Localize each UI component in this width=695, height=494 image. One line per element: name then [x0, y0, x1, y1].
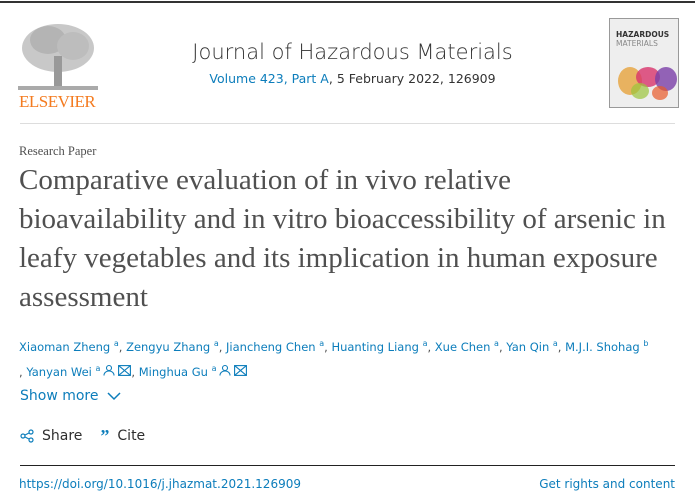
article-actions: Share ” Cite [20, 426, 146, 446]
affiliation-marker: a [319, 339, 325, 348]
author-link[interactable]: Huanting Liang a [331, 339, 428, 354]
affiliation-marker: a [95, 363, 101, 373]
author-name: Yan Qin [506, 339, 550, 354]
author-link[interactable]: M.J.I. Shohag b [565, 339, 649, 354]
author-link[interactable]: Yanyan Wei a [26, 363, 101, 379]
elsevier-tree-logo[interactable] [18, 20, 98, 110]
affiliation-marker: a [113, 339, 119, 348]
affiliation-marker: a [552, 339, 558, 348]
author-name: Yanyan Wei [26, 364, 92, 379]
author-separator: , [557, 339, 566, 354]
author-separator: , [118, 339, 127, 354]
footer-divider [20, 465, 675, 466]
share-button[interactable]: Share [20, 428, 82, 444]
get-rights-link[interactable]: Get rights and content [539, 477, 675, 491]
author-separator: , [218, 339, 227, 354]
author-link[interactable]: Xiaoman Zheng a [19, 339, 119, 354]
author-name: Minghua Gu [138, 364, 208, 379]
chevron-down-icon [106, 391, 121, 400]
author-separator: , [427, 339, 435, 354]
author-separator: , [324, 339, 332, 354]
author-link[interactable]: Minghua Gu a [138, 363, 217, 379]
author-name: Huanting Liang [331, 339, 419, 354]
affiliation-marker: b [643, 339, 649, 348]
header-divider [20, 123, 675, 124]
cover-art [618, 67, 677, 100]
email-icon[interactable] [234, 361, 248, 383]
quote-icon: ” [100, 426, 110, 446]
journal-issue-info: Volume 423, Part A, 5 February 2022, 126… [209, 71, 496, 86]
show-more-button[interactable]: Show more [20, 388, 121, 404]
affiliation-marker: a [494, 339, 499, 348]
article-type: Research Paper [19, 144, 97, 158]
share-icon [20, 429, 34, 443]
affiliation-marker: a [422, 339, 428, 348]
top-border [0, 1, 695, 3]
elsevier-wordmark: ELSEVIER [19, 92, 96, 111]
author-name: M.J.I. Shohag [565, 339, 640, 354]
cite-button[interactable]: ” Cite [100, 426, 146, 446]
author-separator: , [19, 364, 27, 379]
person-icon[interactable] [219, 361, 232, 383]
author-link[interactable]: Yan Qin a [506, 339, 558, 354]
author-list: Xiaoman Zheng a, Zengyu Zhang a, Jianche… [19, 333, 679, 383]
article-title: Comparative evaluation of in vivo relati… [19, 164, 666, 313]
journal-title[interactable]: Journal of Hazardous Materials [192, 40, 513, 64]
author-link[interactable]: Xue Chen a [434, 339, 499, 354]
author-separator: , [498, 339, 507, 354]
author-name: Xiaoman Zheng [19, 339, 111, 354]
volume-link[interactable]: Volume 423, Part A [209, 71, 329, 86]
author-link[interactable]: Jiancheng Chen a [226, 339, 325, 354]
author-name: Zengyu Zhang [126, 339, 211, 354]
journal-cover-image[interactable]: HAZARDOUS MATERIALS [609, 18, 679, 108]
affiliation-marker: a [213, 339, 219, 348]
doi-link[interactable]: https://doi.org/10.1016/j.jhazmat.2021.1… [19, 477, 301, 491]
email-icon[interactable] [118, 361, 132, 383]
author-link[interactable]: Zengyu Zhang a [126, 339, 219, 354]
affiliation-marker: a [211, 363, 217, 373]
author-separator: , [131, 364, 139, 379]
author-name: Xue Chen [434, 339, 491, 354]
person-icon[interactable] [103, 361, 115, 383]
author-name: Jiancheng Chen [226, 339, 316, 354]
